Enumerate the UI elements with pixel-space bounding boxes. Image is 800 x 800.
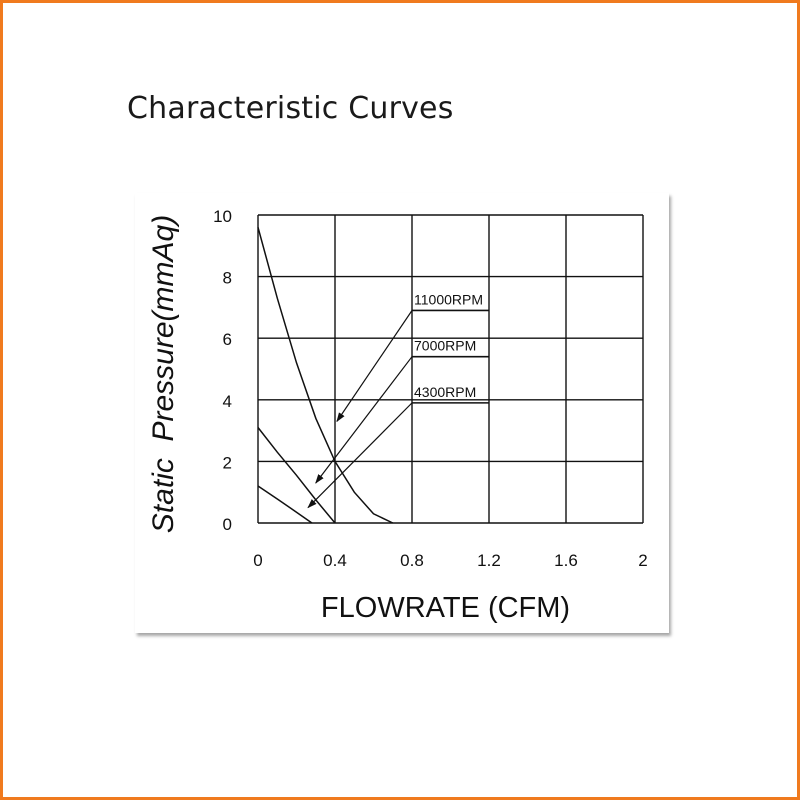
series-curve bbox=[257, 227, 394, 524]
chart-panel: 0 0.4 0.8 1.2 1.6 2 0 2 4 6 8 10 FLOWRATE (CFM) Stati… bbox=[135, 193, 669, 633]
annotation-pointer bbox=[315, 356, 413, 484]
annotation-pointer bbox=[336, 310, 413, 423]
annotation-pointer bbox=[307, 402, 413, 509]
y-tick-label: 10 bbox=[213, 207, 232, 226]
annotation-label: 7000RPM bbox=[414, 338, 476, 354]
x-tick-label: 1.2 bbox=[477, 551, 501, 570]
series-curve bbox=[257, 427, 336, 524]
series-curve bbox=[257, 485, 313, 524]
annotation-label: 11000RPM bbox=[414, 291, 483, 307]
y-axis-label: Static Pressure(mmAq) bbox=[147, 215, 180, 533]
y-tick-label: 4 bbox=[223, 392, 232, 411]
y-tick-label: 6 bbox=[223, 330, 232, 349]
y-tick-label: 8 bbox=[223, 269, 232, 288]
y-tick-label: 0 bbox=[223, 515, 232, 534]
page-title: Characteristic Curves bbox=[127, 91, 454, 126]
annotation-label: 4300RPM bbox=[414, 384, 476, 400]
x-tick-label: 1.6 bbox=[554, 551, 578, 570]
x-tick-label: 0 bbox=[253, 551, 262, 570]
x-tick-label: 2 bbox=[638, 551, 647, 570]
characteristic-curves-chart: 0 0.4 0.8 1.2 1.6 2 0 2 4 6 8 10 FLOWRATE (CFM) Stati… bbox=[147, 207, 648, 624]
x-tick-label: 0.8 bbox=[400, 551, 424, 570]
y-tick-label: 2 bbox=[223, 453, 232, 472]
x-tick-label: 0.4 bbox=[323, 551, 347, 570]
x-axis-label: FLOWRATE (CFM) bbox=[321, 592, 570, 624]
